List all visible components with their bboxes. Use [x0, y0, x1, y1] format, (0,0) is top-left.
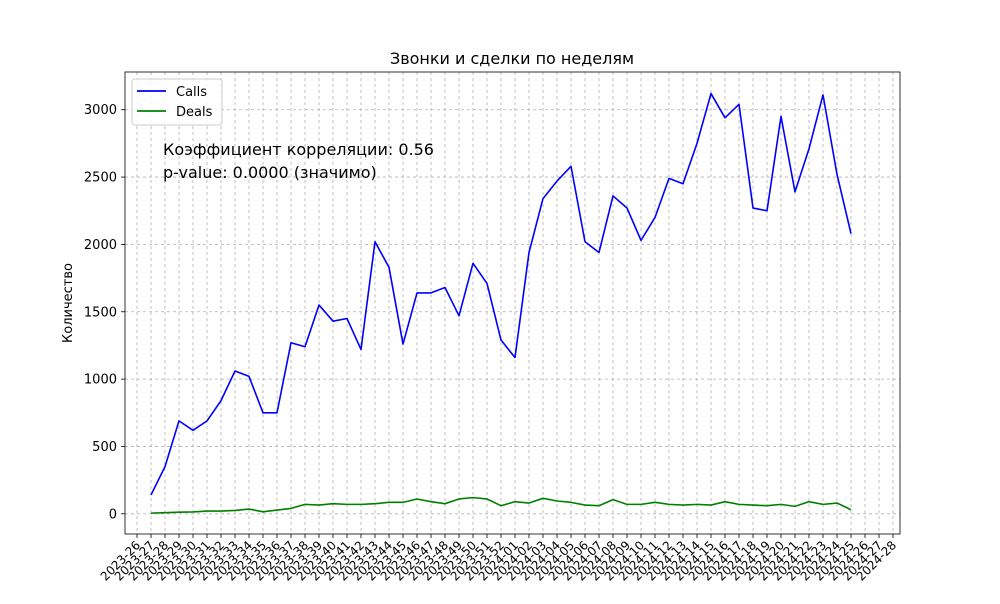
y-tick-label: 3000: [84, 103, 117, 118]
series-layer: [150, 92, 852, 514]
legend: Calls Deals: [131, 78, 223, 126]
series-line-deals: [150, 496, 852, 514]
legend-label-calls: Calls: [176, 85, 207, 100]
series-line-calls: [150, 92, 852, 496]
y-tick-label: 2500: [84, 171, 117, 186]
grid-layer: [125, 72, 900, 534]
y-tick-label: 1500: [84, 305, 117, 320]
annotation-pvalue: p-value: 0.0000 (значимо): [163, 163, 377, 182]
y-tick-label: 500: [92, 440, 117, 455]
chart-title: Звонки и сделки по неделям: [390, 49, 634, 68]
y-tick-label: 1000: [84, 373, 117, 388]
legend-label-deals: Deals: [176, 105, 213, 120]
axis-layer: 0500100015002000250030002023-262023-2720…: [84, 103, 899, 583]
y-tick-label: 2000: [84, 238, 117, 253]
y-axis-label: Количество: [61, 263, 76, 343]
plot-frame: [124, 71, 901, 535]
annotation-correlation: Коэффициент корреляции: 0.56: [163, 140, 434, 159]
y-tick-label: 0: [109, 507, 117, 522]
